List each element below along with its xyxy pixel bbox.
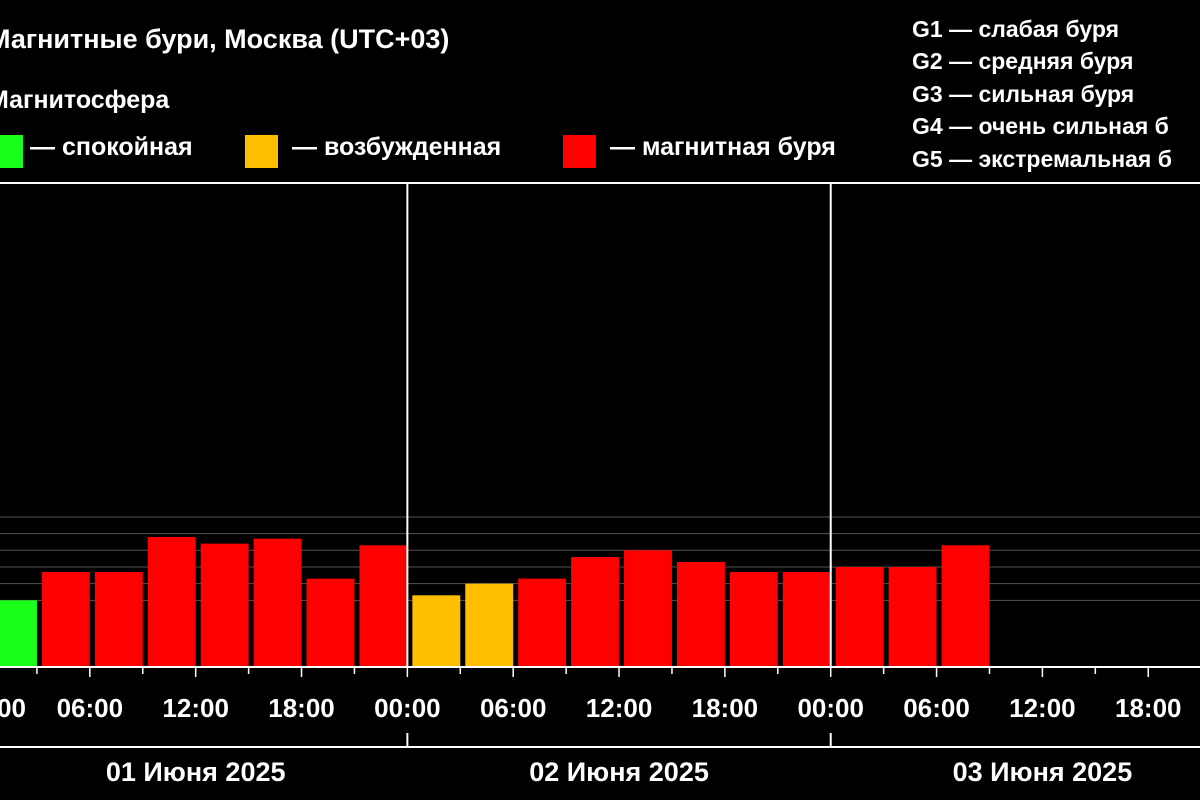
x-tick-label: 18:00 bbox=[1115, 693, 1182, 723]
bar bbox=[676, 561, 725, 667]
bar bbox=[0, 600, 37, 667]
g-scale-g5: G5 — экстремальная б bbox=[912, 146, 1172, 172]
legend-title: Магнитосфера bbox=[0, 86, 170, 114]
x-tick-label: 18:00 bbox=[268, 693, 335, 723]
x-tick-label: 12:00 bbox=[162, 693, 229, 723]
bar bbox=[412, 595, 461, 667]
bar bbox=[41, 571, 90, 667]
bar bbox=[253, 538, 302, 667]
bar bbox=[306, 578, 355, 667]
bar bbox=[465, 583, 514, 667]
legend-label-quiet: — спокойная bbox=[30, 133, 193, 161]
x-tick-label: 12:00 bbox=[586, 693, 653, 723]
g-scale-g4: G4 — очень сильная б bbox=[912, 113, 1169, 139]
bar bbox=[624, 550, 672, 667]
x-tick-label: 06:00 bbox=[480, 693, 547, 723]
day-label: 03 Июня 2025 bbox=[953, 757, 1133, 787]
x-tick-label: 00:00 bbox=[797, 693, 864, 723]
x-tick-label: 00 bbox=[0, 693, 26, 723]
day-label: 02 Июня 2025 bbox=[529, 757, 709, 787]
g-scale-g1: G1 — слабая буря bbox=[912, 16, 1120, 42]
legend-swatch-storm bbox=[563, 135, 596, 168]
legend-label-excited: — возбужденная bbox=[292, 133, 502, 161]
x-tick-label: 18:00 bbox=[692, 693, 759, 723]
day-label: 01 Июня 2025 bbox=[106, 757, 286, 787]
bar bbox=[835, 566, 884, 667]
legend-label-storm: — магнитная буря bbox=[610, 133, 836, 161]
x-tick-label: 06:00 bbox=[57, 693, 124, 723]
bar bbox=[782, 571, 831, 667]
bar bbox=[359, 545, 408, 667]
x-tick-label: 12:00 bbox=[1009, 693, 1076, 723]
g-scale-g2: G2 — средняя буря bbox=[912, 48, 1134, 74]
g-scale-g3: G3 — сильная буря bbox=[912, 81, 1135, 107]
bar bbox=[518, 578, 567, 667]
x-tick-label: 06:00 bbox=[903, 693, 970, 723]
bar bbox=[94, 571, 143, 667]
bar bbox=[941, 545, 990, 667]
bar bbox=[571, 556, 620, 667]
bar bbox=[200, 543, 249, 667]
bar bbox=[888, 566, 937, 667]
bar bbox=[729, 571, 778, 667]
legend-swatch-excited bbox=[245, 135, 278, 168]
x-tick-label: 00:00 bbox=[374, 693, 441, 723]
chart-title: Магнитные бури, Москва (UTC+03) bbox=[0, 24, 450, 54]
bar bbox=[147, 536, 196, 667]
legend-swatch-quiet bbox=[0, 135, 23, 168]
